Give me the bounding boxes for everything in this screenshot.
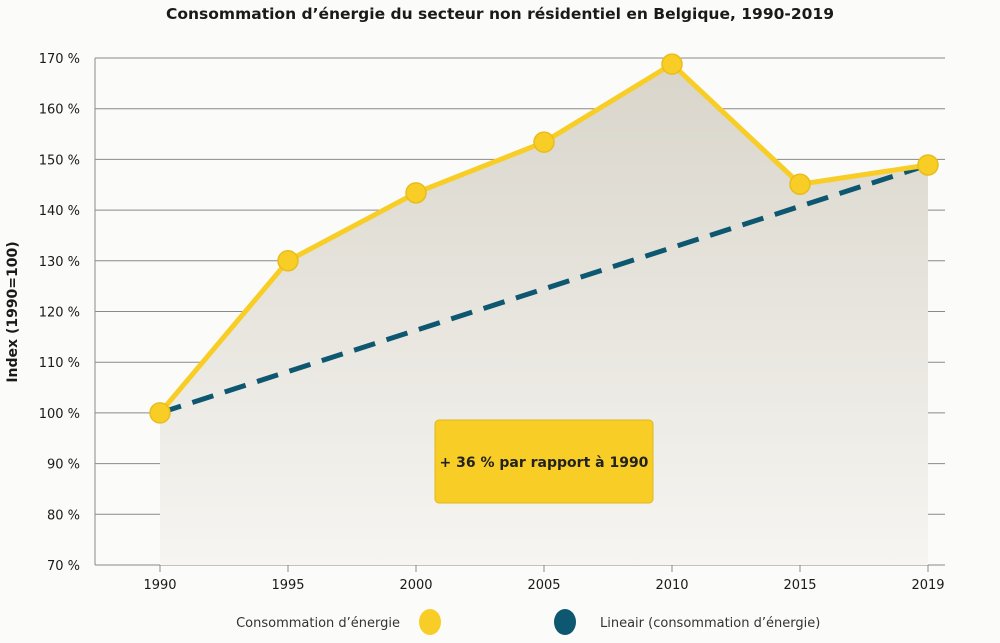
y-tick-label: 120 % <box>39 306 80 321</box>
y-tick-label: 140 % <box>39 204 80 219</box>
area-fill <box>160 64 928 566</box>
x-tick-label: 1995 <box>271 578 304 593</box>
y-tick-label: 110 % <box>39 356 80 371</box>
data-point <box>149 402 171 424</box>
x-tick-label: 1990 <box>143 578 176 593</box>
data-point <box>789 173 811 195</box>
data-point <box>533 131 555 153</box>
y-tick-label: 80 % <box>47 508 80 523</box>
legend-marker-consumption <box>419 609 441 635</box>
chart-title: Consommation d’énergie du secteur non ré… <box>166 5 834 23</box>
legend-label-consumption: Consommation d’énergie <box>236 616 400 631</box>
y-tick-label: 150 % <box>39 153 80 168</box>
data-point <box>405 182 427 204</box>
x-tick-label: 2015 <box>783 578 816 593</box>
y-tick-label: 90 % <box>47 458 80 473</box>
y-tick-label: 70 % <box>47 559 80 574</box>
x-tick-label: 2000 <box>399 578 432 593</box>
x-tick-label: 2005 <box>527 578 560 593</box>
y-tick-label: 100 % <box>39 407 80 422</box>
y-axis-label: Index (1990=100) <box>5 241 21 382</box>
legend: Consommation d’énergie Lineair (consomma… <box>236 609 820 635</box>
x-tick-label: 2010 <box>655 578 688 593</box>
annotation-text: + 36 % par rapport à 1990 <box>440 455 649 471</box>
y-tick-label: 160 % <box>39 103 80 118</box>
legend-marker-linear <box>554 609 576 635</box>
y-tick-label: 170 % <box>39 52 80 67</box>
data-point <box>277 250 299 272</box>
legend-label-linear: Lineair (consommation d’énergie) <box>600 616 820 631</box>
data-point <box>661 53 683 75</box>
y-tick-label: 130 % <box>39 255 80 270</box>
data-point <box>917 154 939 176</box>
annotation-box: + 36 % par rapport à 1990 <box>434 419 654 504</box>
x-tick-label: 2019 <box>911 578 944 593</box>
